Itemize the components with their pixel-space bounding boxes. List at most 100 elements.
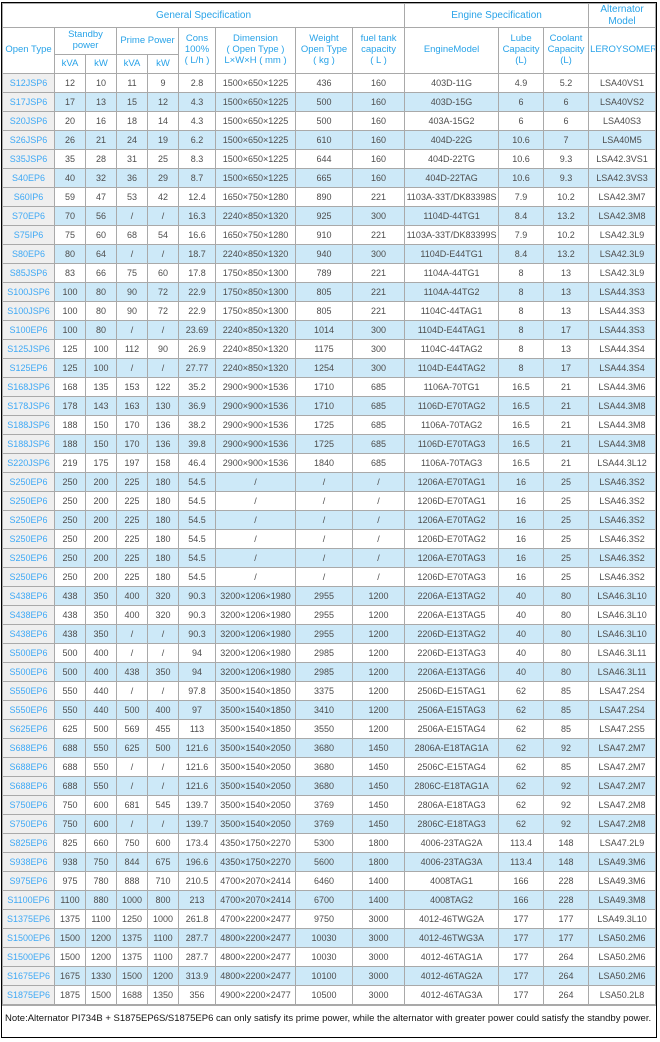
model-link[interactable]: S220JSP6 [2,453,55,473]
prime-kva: 11 [116,73,148,93]
col-header-standby-kw: kW [85,54,117,74]
model-link[interactable]: S85JSP6 [2,263,55,283]
model-link[interactable]: S40EP6 [2,168,55,188]
prime-kw: 60 [147,263,179,283]
weight: 3680 [295,757,353,777]
section-engine-specification: Engine Specification [404,3,590,28]
model-link[interactable]: S188JSP6 [2,434,55,454]
model-link[interactable]: S70EP6 [2,206,55,226]
prime-kw: / [147,244,179,264]
model-link[interactable]: S168JSP6 [2,377,55,397]
coolant-capacity: 92 [543,795,590,815]
model-link[interactable]: S975EP6 [2,871,55,891]
prime-kva: 1688 [116,985,148,1005]
weight: 436 [295,73,353,93]
engine-model: 1104D-E44TAG1 [404,320,500,340]
col-header-standby-power: Standby power [54,27,117,55]
model-link[interactable]: S1100EP6 [2,890,55,910]
model-link[interactable]: S60IP6 [2,187,55,207]
model-link[interactable]: S500EP6 [2,662,55,682]
model-link[interactable]: S12JSP6 [2,73,55,93]
standby-kw: 80 [85,301,117,321]
model-link[interactable]: S250EP6 [2,491,55,511]
model-link[interactable]: S438EP6 [2,624,55,644]
weight: 6460 [295,871,353,891]
model-link[interactable]: S250EP6 [2,472,55,492]
model-link[interactable]: S125EP6 [2,358,55,378]
model-link[interactable]: S750EP6 [2,795,55,815]
fuel-tank-capacity: / [351,567,406,587]
weight: 805 [295,282,353,302]
cons-100pct: 97.8 [178,681,216,701]
engine-model: 1206A-E70TAG1 [404,472,500,492]
model-link[interactable]: S1675EP6 [2,966,55,986]
weight: 2955 [295,586,353,606]
model-link[interactable]: S1375EP6 [2,909,55,929]
model-link[interactable]: S688EP6 [2,757,55,777]
cons-100pct: 54.5 [178,491,216,511]
model-link[interactable]: S35JSP6 [2,149,55,169]
model-link[interactable]: S80EP6 [2,244,55,264]
weight: / [295,567,353,587]
model-link[interactable]: S100JSP6 [2,282,55,302]
coolant-capacity: 228 [543,871,590,891]
coolant-capacity: 25 [543,472,590,492]
prime-kw: 600 [147,833,179,853]
model-link[interactable]: S250EP6 [2,510,55,530]
model-link[interactable]: S250EP6 [2,567,55,587]
standby-kw: 56 [85,206,117,226]
standby-kw: 200 [85,567,117,587]
model-link[interactable]: S17JSP6 [2,92,55,112]
dimension: 1750×850×1300 [215,301,296,321]
prime-kw: 500 [147,738,179,758]
cons-100pct: 210.5 [178,871,216,891]
standby-kva: 938 [54,852,86,872]
weight: 1175 [295,339,353,359]
model-link[interactable]: S75IP6 [2,225,55,245]
cons-100pct: 54.5 [178,472,216,492]
model-link[interactable]: S938EP6 [2,852,55,872]
prime-kw: / [147,814,179,834]
standby-kw: 550 [85,738,117,758]
model-link[interactable]: S438EP6 [2,586,55,606]
engine-model: 1206A-E70TAG2 [404,510,500,530]
model-link[interactable]: S625EP6 [2,719,55,739]
model-link[interactable]: S125JSP6 [2,339,55,359]
engine-model: 4012-46TAG1A [404,947,500,967]
fuel-tank-capacity: 3000 [351,966,406,986]
model-link[interactable]: S750EP6 [2,814,55,834]
dimension: 3200×1206×1980 [215,624,296,644]
model-link[interactable]: S1500EP6 [2,928,55,948]
model-link[interactable]: S550EP6 [2,681,55,701]
dimension: / [215,491,296,511]
prime-kw: 180 [147,567,179,587]
model-link[interactable]: S688EP6 [2,776,55,796]
prime-kva: 681 [116,795,148,815]
engine-model: 1104C-44TAG1 [404,301,500,321]
model-link[interactable]: S188JSP6 [2,415,55,435]
model-link[interactable]: S500EP6 [2,643,55,663]
engine-model: 2206D-E13TAG2 [404,624,500,644]
model-link[interactable]: S825EP6 [2,833,55,853]
coolant-capacity: 25 [543,491,590,511]
table-row: S250EP6 250 200 225 180 54.5///1206D-E70TAG3 1… [2,567,656,587]
model-link[interactable]: S250EP6 [2,529,55,549]
model-link[interactable]: S438EP6 [2,605,55,625]
model-link[interactable]: S550EP6 [2,700,55,720]
model-link[interactable]: S26JSP6 [2,130,55,150]
model-link[interactable]: S100EP6 [2,320,55,340]
standby-kva: 550 [54,681,86,701]
cons-100pct: 27.77 [178,358,216,378]
engine-model: 1104D-E44TG1 [404,244,500,264]
standby-kva: 17 [54,92,86,112]
fuel-tank-capacity: / [351,548,406,568]
model-link[interactable]: S1875EP6 [2,985,55,1005]
cons-100pct: 121.6 [178,776,216,796]
model-link[interactable]: S688EP6 [2,738,55,758]
model-link[interactable]: S20JSP6 [2,111,55,131]
model-link[interactable]: S178JSP6 [2,396,55,416]
model-link[interactable]: S100JSP6 [2,301,55,321]
model-link[interactable]: S250EP6 [2,548,55,568]
lube-capacity: 8 [498,263,545,283]
model-link[interactable]: S1500EP6 [2,947,55,967]
